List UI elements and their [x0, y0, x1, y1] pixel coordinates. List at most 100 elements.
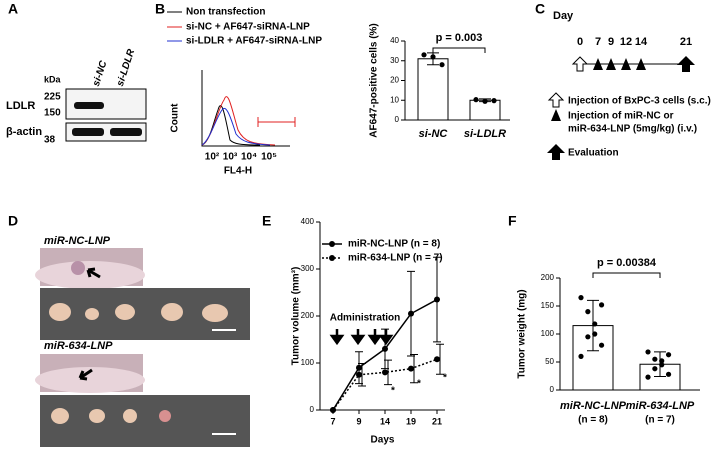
marker — [434, 296, 440, 303]
photo-label: miR-NC-LNP — [44, 235, 111, 247]
data-point — [592, 321, 598, 327]
data-point — [578, 295, 584, 301]
y-tick-label: 100 — [541, 329, 555, 338]
category-note: (n = 8) — [578, 415, 608, 426]
data-point — [430, 54, 436, 60]
panel-letter: B — [155, 1, 165, 17]
band — [110, 128, 142, 136]
marker — [330, 407, 336, 413]
y-tick-label: 10 — [390, 95, 399, 104]
data-point — [598, 302, 605, 308]
day-label: 12 — [620, 36, 632, 48]
category-label: miR-NC-LNP — [560, 400, 627, 412]
mouse — [35, 367, 145, 393]
data-point — [578, 353, 584, 359]
band — [74, 102, 104, 109]
panel-letter: A — [8, 1, 18, 17]
blot — [65, 122, 147, 142]
axis-label: Count — [170, 103, 181, 133]
marker-label: 225 — [44, 92, 61, 103]
category-label: si-NC — [419, 128, 449, 140]
legend-text: Injection of BxPC-3 cells (s.c.) — [568, 96, 711, 107]
legend-text: miR-634-LNP (5mg/kg) (i.v.) — [568, 124, 697, 135]
photo — [40, 395, 250, 447]
tick-label: 10² — [205, 152, 220, 163]
y-tick-label: 150 — [541, 301, 555, 310]
legend-icon — [551, 109, 561, 121]
significance: * — [417, 379, 421, 390]
legend-marker — [329, 255, 335, 261]
timeline-label: Day — [553, 10, 574, 22]
panel-letter: F — [508, 213, 517, 229]
data-point — [652, 356, 658, 362]
legend-icon — [547, 92, 565, 108]
axis-label: FL4-H — [224, 166, 252, 177]
legend-text: si-LDLR + AF647-siRNA-LNP — [186, 36, 322, 47]
data-point — [659, 358, 665, 364]
y-tick-label: 200 — [541, 273, 555, 282]
data-point — [652, 366, 658, 372]
x-axis-label: Days — [371, 435, 395, 446]
x-tick-label: 14 — [380, 416, 390, 426]
y-axis-label: AF647-positive cells (%) — [369, 23, 380, 137]
panel-letter: D — [8, 213, 18, 229]
data-point — [491, 98, 497, 104]
histogram — [201, 105, 261, 146]
protein-label: β-actin — [6, 126, 42, 138]
data-point — [665, 352, 672, 358]
x-tick-label: 7 — [330, 416, 335, 426]
y-tick-label: 100 — [301, 358, 315, 367]
histogram — [201, 108, 271, 146]
y-tick-label: 50 — [545, 357, 554, 366]
legend-icon — [547, 144, 565, 160]
y-tick-label: 400 — [301, 217, 315, 226]
category-note: (n = 7) — [645, 415, 675, 426]
marker — [408, 310, 414, 317]
y-tick-label: 0 — [395, 115, 400, 124]
protein-label: LDLR — [6, 100, 35, 112]
category-label: si-LDLR — [464, 128, 506, 140]
x-tick-label: 19 — [406, 416, 416, 426]
legend-text: Injection of miR-NC or — [568, 111, 674, 122]
marker — [408, 365, 414, 372]
day-label: 9 — [608, 36, 614, 48]
y-axis-label: Tumor volume (mm³) — [291, 267, 302, 366]
annotation: Administration — [330, 313, 401, 324]
y-axis-label: Tumor weight (mg) — [517, 289, 528, 378]
data-point — [645, 374, 651, 380]
y-tick-label: 0 — [550, 385, 555, 394]
y-tick-label: 0 — [310, 405, 315, 414]
bracket — [592, 272, 661, 278]
data-point — [421, 52, 427, 58]
p-value: p = 0.003 — [436, 32, 483, 44]
significance: * — [391, 386, 395, 397]
x-tick-label: 21 — [432, 416, 442, 426]
axes — [201, 70, 290, 147]
administration-arrows — [329, 329, 394, 346]
injection-icon — [593, 58, 646, 70]
y-tick-label: 40 — [390, 36, 399, 45]
data-point — [473, 97, 479, 103]
legend-text: si-NC + AF647-siRNA-LNP — [186, 22, 310, 33]
legend-text: Evaluation — [568, 148, 619, 159]
day-label: 14 — [635, 36, 648, 48]
data-point — [585, 309, 591, 315]
bar — [417, 58, 449, 121]
tumor — [71, 261, 85, 275]
tick-label: 10³ — [223, 152, 238, 163]
y-tick-label: 200 — [301, 311, 315, 320]
day-label: 21 — [680, 36, 692, 48]
significance: * — [443, 373, 447, 384]
gate — [257, 117, 296, 127]
marker — [434, 356, 440, 363]
band — [72, 128, 104, 136]
y-tick-label: 300 — [301, 264, 315, 273]
marker — [382, 369, 388, 376]
kda-label: kDa — [44, 74, 62, 84]
legend-text: miR-NC-LNP (n = 8) — [348, 239, 440, 250]
y-tick-label: 20 — [390, 76, 399, 85]
data-point — [585, 334, 591, 340]
histogram — [201, 96, 276, 146]
legend-text: miR-634-LNP (n = 7) — [348, 253, 443, 264]
